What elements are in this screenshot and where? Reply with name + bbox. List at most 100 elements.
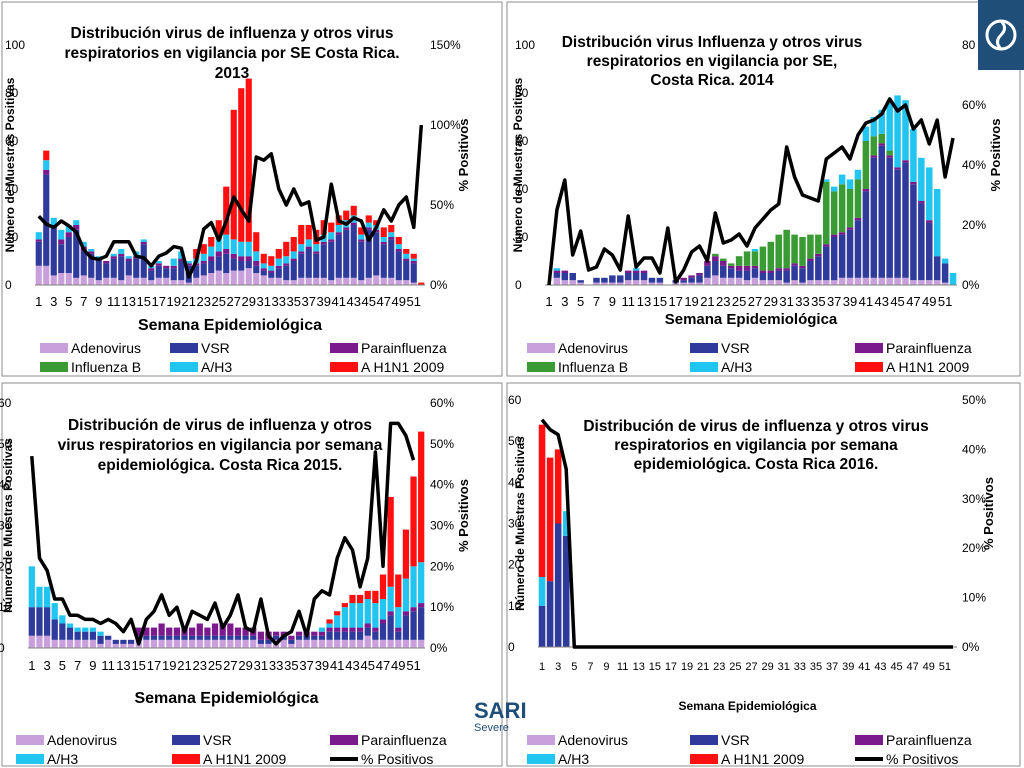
x-tick-label: 5 [59, 658, 66, 673]
bar-adenovirus [704, 277, 711, 285]
x-tick-label: 29 [242, 294, 256, 309]
bar-adenovirus [59, 639, 66, 648]
x-tick-label: 25 [732, 294, 746, 309]
x-tick-label: 1 [539, 661, 545, 673]
bar-a-h3 [910, 129, 917, 182]
bar-adenovirus [257, 643, 264, 648]
bar-a-h3 [140, 239, 147, 242]
y-tick-label: 30 [0, 519, 12, 533]
bar-a-h1n1-2009 [223, 186, 230, 235]
x-tick-label: 15 [131, 658, 145, 673]
legend-label: A/H3 [201, 359, 232, 375]
bar-vsr [343, 229, 350, 278]
bar-adenovirus [349, 639, 356, 648]
bar-adenovirus [268, 277, 275, 285]
bar-parainfluenza [365, 227, 372, 230]
bar-parainfluenza [260, 268, 267, 271]
bar-adenovirus [727, 277, 735, 285]
bar-a-h3 [260, 263, 267, 269]
bar-adenovirus [88, 277, 95, 285]
bar-vsr [51, 619, 58, 640]
bar-adenovirus [418, 639, 425, 648]
bar-influenza-b [751, 251, 759, 266]
x-tick-label: 47 [906, 294, 920, 309]
bar-a-h3 [178, 251, 185, 259]
bar-adenovirus [640, 280, 648, 285]
y-tick-label: 10 [508, 599, 522, 613]
bar-influenza-b [862, 141, 870, 189]
x-tick-label: 9 [609, 294, 616, 309]
legend-label: Influenza B [71, 359, 141, 375]
legend-swatch [527, 754, 555, 764]
bar-a-h3 [380, 237, 387, 242]
bar-adenovirus [181, 639, 188, 648]
bar-adenovirus [364, 635, 371, 648]
bar-vsr [395, 251, 402, 281]
bar-adenovirus [350, 277, 357, 285]
x-tick-label: 41 [332, 294, 346, 309]
bar-adenovirus [334, 639, 341, 648]
x-tick-label: 1 [35, 294, 42, 309]
bar-vsr [268, 273, 275, 278]
bar-vsr [250, 635, 257, 640]
bar-vsr [886, 157, 893, 278]
bar-adenovirus [290, 280, 297, 285]
legend-label: Parainfluenza [361, 732, 447, 748]
y2-tick-label: 40% [430, 478, 454, 492]
bar-vsr [82, 631, 89, 640]
bar-vsr [50, 227, 57, 276]
x-tick-label: 23 [193, 658, 207, 673]
bar-vsr [234, 635, 242, 640]
bar-adenovirus [593, 282, 600, 285]
bar-adenovirus [358, 280, 365, 285]
bar-vsr [759, 273, 767, 281]
legend-swatch [527, 362, 555, 372]
x-tick-label: 39 [843, 294, 857, 309]
bar-parainfluenza [290, 258, 297, 261]
x-tick-label: 43 [347, 294, 361, 309]
legend-swatch [16, 754, 44, 764]
bar-parainfluenza [234, 627, 242, 636]
bar-parainfluenza [334, 627, 341, 632]
legend-swatch [170, 343, 198, 353]
bar-adenovirus [372, 639, 379, 648]
x-tick-label: 39 [842, 661, 854, 673]
legend-swatch [40, 343, 68, 353]
x-tick-label: 3 [43, 658, 50, 673]
bar-parainfluenza [349, 627, 356, 632]
y-tick-label: 60 [515, 134, 529, 148]
x-tick-label: 49 [392, 294, 406, 309]
x-tick-label: 3 [555, 661, 561, 673]
bar-vsr [163, 268, 170, 278]
bar-vsr [696, 275, 703, 283]
bar-adenovirus [170, 280, 177, 285]
bar-parainfluenza [799, 265, 806, 269]
x-tick-label: 41 [858, 661, 870, 673]
x-tick-label: 9 [89, 658, 96, 673]
bar-parainfluenza [823, 244, 830, 247]
x-tick-label: 21 [697, 661, 709, 673]
chart-title-line: respiratorios en vigilancia por SE Costa… [64, 45, 399, 62]
bar-adenovirus [561, 280, 569, 285]
bar-adenovirus [807, 280, 814, 285]
legend-swatch [690, 343, 718, 353]
bar-parainfluenza [918, 201, 925, 204]
bar-a-h3 [870, 117, 878, 137]
x-tick-label: 11 [101, 658, 115, 673]
x-tick-label: 31 [779, 294, 793, 309]
bar-a-h3 [878, 109, 885, 134]
bar-adenovirus [143, 639, 150, 648]
x-tick-label: 31 [778, 661, 790, 673]
bar-a-h3 [58, 229, 65, 240]
bar-parainfluenza [854, 217, 862, 221]
y-tick-label: 20 [508, 558, 522, 572]
bar-a-h1n1-2009 [358, 227, 365, 235]
legend-swatch [855, 343, 883, 353]
bar-a-h1n1-2009 [379, 574, 387, 599]
bar-parainfluenza [245, 256, 252, 261]
x-tick-label: 7 [80, 294, 87, 309]
bar-vsr [35, 241, 42, 266]
legend-swatch [40, 362, 68, 372]
x-tick-label: 25 [208, 658, 222, 673]
bar-adenovirus [320, 277, 327, 285]
